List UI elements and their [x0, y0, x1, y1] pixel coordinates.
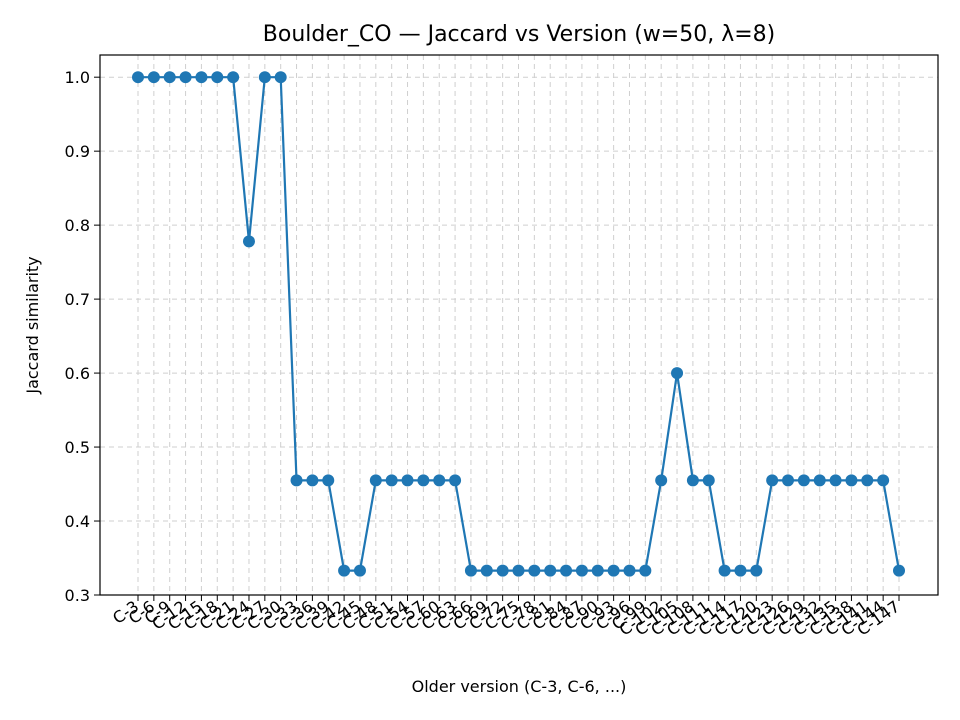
- data-point: [163, 71, 176, 84]
- chart-title: Boulder_CO — Jaccard vs Version (w=50, λ…: [263, 22, 775, 47]
- y-tick-label: 0.7: [65, 290, 90, 309]
- data-point: [179, 71, 192, 84]
- data-point: [766, 474, 779, 487]
- y-axis-ticks: 0.3 0.4 0.5 0.6 0.7 0.8 0.9 1.0: [65, 68, 100, 605]
- data-point: [861, 474, 874, 487]
- series-jaccard: [132, 71, 905, 577]
- data-point: [607, 564, 620, 577]
- data-point: [433, 474, 446, 487]
- y-tick-label: 0.9: [65, 142, 90, 161]
- data-point: [718, 564, 731, 577]
- data-point: [655, 474, 668, 487]
- data-point: [671, 367, 684, 380]
- data-point: [147, 71, 160, 84]
- data-point: [702, 474, 715, 487]
- y-axis-title: Jaccard similarity: [23, 256, 42, 394]
- x-axis-title: Older version (C-3, C-6, ...): [412, 677, 627, 696]
- data-point: [560, 564, 573, 577]
- data-point: [893, 564, 905, 577]
- data-point: [322, 474, 335, 487]
- data-point: [575, 564, 588, 577]
- data-point: [258, 71, 271, 84]
- data-point: [449, 474, 462, 487]
- data-point: [623, 564, 636, 577]
- data-point: [385, 474, 398, 487]
- data-point: [512, 564, 525, 577]
- y-tick-label: 0.3: [65, 586, 90, 605]
- data-point: [782, 474, 795, 487]
- data-point: [750, 564, 763, 577]
- data-point: [132, 71, 144, 84]
- data-point: [195, 71, 208, 84]
- data-point: [496, 564, 509, 577]
- data-point: [242, 235, 255, 248]
- data-point: [211, 71, 224, 84]
- data-point: [877, 474, 890, 487]
- data-point: [591, 564, 604, 577]
- data-point: [639, 564, 652, 577]
- y-tick-label: 0.5: [65, 438, 90, 457]
- data-point: [528, 564, 541, 577]
- data-point: [227, 71, 240, 84]
- data-point: [544, 564, 557, 577]
- data-point: [845, 474, 858, 487]
- data-point: [734, 564, 747, 577]
- data-point: [829, 474, 842, 487]
- y-tick-label: 0.6: [65, 364, 90, 383]
- data-point: [401, 474, 414, 487]
- data-point: [290, 474, 303, 487]
- grid-lines: [100, 55, 938, 596]
- data-point: [338, 564, 351, 577]
- y-tick-label: 1.0: [65, 68, 90, 87]
- data-point: [274, 71, 287, 84]
- y-tick-label: 0.8: [65, 216, 90, 235]
- data-point: [686, 474, 699, 487]
- data-point: [369, 474, 382, 487]
- data-point: [813, 474, 826, 487]
- data-point: [417, 474, 430, 487]
- data-point: [797, 474, 810, 487]
- data-point: [480, 564, 493, 577]
- data-point: [306, 474, 319, 487]
- data-point: [464, 564, 477, 577]
- x-axis-ticks: C-3C-6C-9C-12C-15C-18C-21C-24C-27C-30C-3…: [109, 595, 903, 640]
- data-point: [353, 564, 366, 577]
- y-tick-label: 0.4: [65, 512, 90, 531]
